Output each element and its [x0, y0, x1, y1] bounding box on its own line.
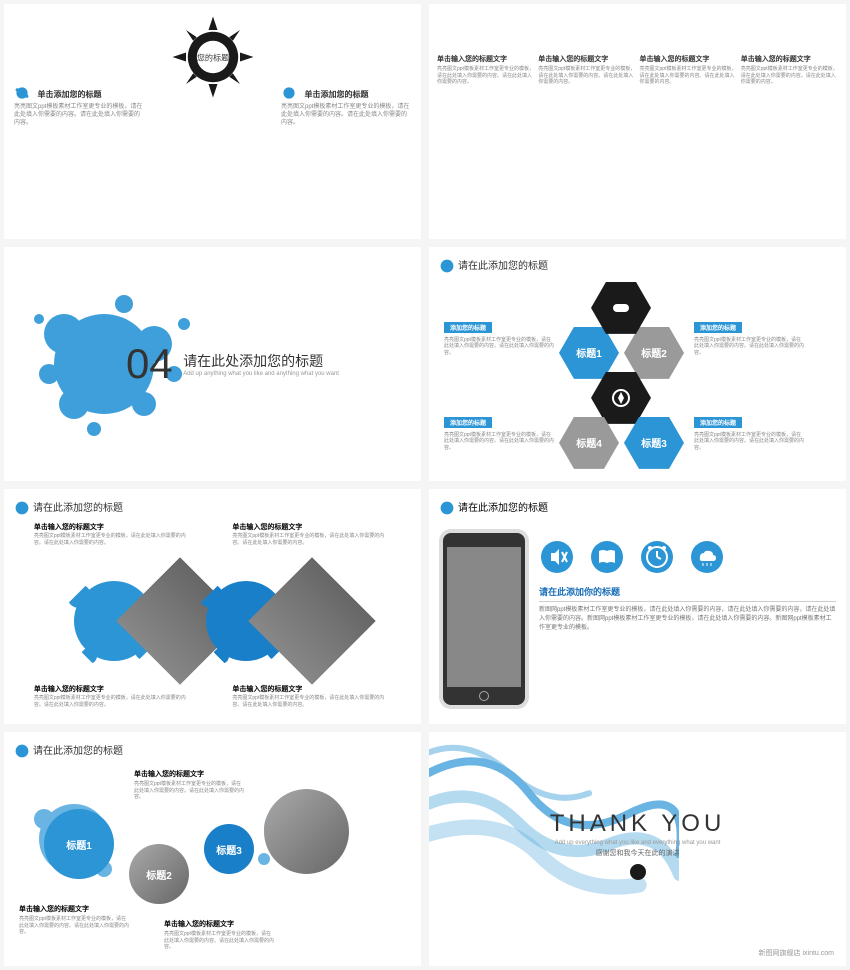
item-title: 单击添加您的标题 [304, 90, 368, 99]
hexagon [591, 282, 651, 334]
cloud-icon [689, 539, 725, 575]
slide-header: 请在此添加您的标题 [14, 499, 411, 516]
gear-item-2: 单击添加您的标题 亮亮图文ppt模板素材工作室更专业的模板，请在此处填入你需要的… [281, 84, 411, 127]
phone-mockup [439, 529, 529, 709]
slide-thankyou: THANK YOU Add up everything what you lik… [429, 732, 846, 967]
slide-phone: 请在此添加您的标题 请在此添加你的标题 新图网ppt模板素材工作室更专业的模板，… [429, 489, 846, 724]
circle-node: 标题1 [44, 809, 114, 879]
footer-credit: 新图网旗舰店 ixintu.com [759, 948, 834, 958]
sound-icon [539, 539, 575, 575]
slide-header: 请在此添加您的标题 [14, 742, 411, 759]
circle-node: 标题3 [204, 824, 254, 874]
slide-hexagons: 请在此添加您的标题 标题1标题2标题4标题3添加您的标题亮亮图文ppt模板素材工… [429, 247, 846, 482]
slide-section-title: 04 请在此处添加您的标题 Add up anything what you l… [4, 247, 421, 482]
circle-node [264, 789, 349, 874]
globe-icon [628, 862, 648, 882]
hex-text-block: 添加您的标题亮亮图文ppt模板素材工作室更专业的模板，请在此处填入你需要的内容。… [444, 412, 554, 452]
thank-you-title: THANK YOU [550, 810, 726, 838]
hexagon: 标题2 [624, 327, 684, 379]
hex-text-block: 添加您的标题亮亮图文ppt模板素材工作室更专业的模板，请在此处填入你需要的内容。… [694, 317, 804, 357]
hex-text-block: 添加您的标题亮亮图文ppt模板素材工作室更专业的模板，请在此处填入你需要的内容。… [444, 317, 554, 357]
hexagon: 标题4 [559, 417, 619, 469]
col-3: 单击输入您的标题文字亮亮图文ppt模板素材工作室更专业的模板，请在此处填入你需要… [640, 54, 737, 86]
circle-node: 标题2 [129, 844, 189, 904]
col-1: 单击输入您的标题文字亮亮图文ppt模板素材工作室更专业的模板，请在此处填入你需要… [437, 54, 534, 86]
circle-text: 单击输入您的标题文字亮亮图文ppt模板素材工作室更专业的模板，请在此处填入你需要… [164, 919, 274, 951]
item-desc: 亮亮图文ppt模板素材工作室更专业的模板，请在此处填入你需要的内容。请在此处填入… [281, 104, 411, 127]
circle-text: 单击输入您的标题文字亮亮图文ppt模板素材工作室更专业的模板，请在此处填入你需要… [134, 769, 244, 801]
col-2: 单击输入您的标题文字亮亮图文ppt模板素材工作室更专业的模板，请在此处填入你需要… [538, 54, 635, 86]
thank-you-sub2: 感谢您和我今天在此的演讲 [550, 848, 726, 858]
slide-header: 请在此添加您的标题 [439, 257, 836, 274]
slide-diamonds: 请在此添加您的标题 单击输入您的标题文字亮亮图文ppt模板素材工作室更专业的模板… [4, 489, 421, 724]
slide-columns: 单击输入您的标题文字亮亮图文ppt模板素材工作室更专业的模板，请在此处填入你需要… [429, 4, 846, 239]
diamond [248, 558, 375, 685]
item-title: 单击添加您的标题 [37, 90, 101, 99]
slide-circles: 请在此添加您的标题 标题1标题2 标题3 单击输入您的标题文字亮亮图文ppt模板素材… [4, 732, 421, 967]
slide-gear: 您的标题 单击添加您的标题 亮亮图文ppt模板素材工作室更专业的模板，请在此处填… [4, 4, 421, 239]
content-body: 新图网ppt模板素材工作室更专业的模板，请在此处填入你需要的内容，请在此处填入你… [539, 606, 836, 633]
col-4: 单击输入您的标题文字亮亮图文ppt模板素材工作室更专业的模板，请在此处填入你需要… [741, 54, 838, 86]
svg-text:您的标题: 您的标题 [196, 53, 228, 63]
hex-text-block: 添加您的标题亮亮图文ppt模板素材工作室更专业的模板，请在此处填入你需要的内容。… [694, 412, 804, 452]
hexagon: 标题1 [559, 327, 619, 379]
content-title: 请在此添加你的标题 [539, 585, 836, 602]
section-number: 04 [126, 340, 173, 388]
section-title: 请在此处添加您的标题 [183, 351, 339, 371]
gear-item-1: 单击添加您的标题 亮亮图文ppt模板素材工作室更专业的模板，请在此处填入你需要的… [14, 84, 144, 127]
item-desc: 亮亮图文ppt模板素材工作室更专业的模板，请在此处填入你需要的内容。请在此处填入… [14, 104, 144, 127]
circle-text: 单击输入您的标题文字亮亮图文ppt模板素材工作室更专业的模板，请在此处填入你需要… [19, 904, 129, 936]
clock-icon [639, 539, 675, 575]
hexagon: 标题3 [624, 417, 684, 469]
hexagon [591, 372, 651, 424]
gear-graphic: 您的标题 [168, 12, 258, 102]
section-subtitle: Add up anything what you like and anythi… [183, 371, 339, 377]
thank-you-sub: Add up everything what you like and ever… [550, 840, 726, 846]
book-icon [589, 539, 625, 575]
slide-header: 请在此添加您的标题 [458, 503, 548, 514]
